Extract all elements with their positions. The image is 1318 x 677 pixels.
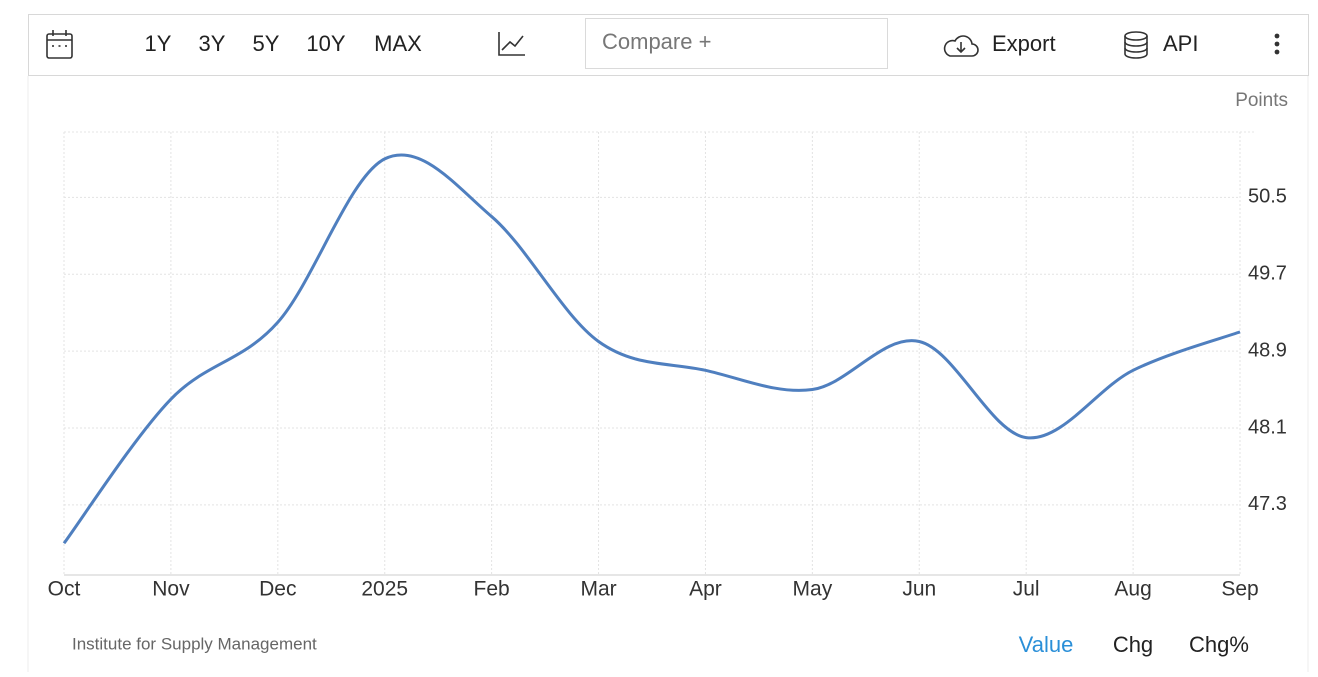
range-button[interactable]: 5Y <box>253 31 280 56</box>
x-tick-label: Apr <box>689 578 722 601</box>
calendar-icon[interactable] <box>46 30 73 59</box>
y-tick-label: 48.1 <box>1248 416 1287 438</box>
api-icon[interactable] <box>1124 31 1148 59</box>
series-line <box>62 153 1241 545</box>
unit-label: Points <box>1235 90 1288 111</box>
x-tick-label: Oct <box>48 578 81 601</box>
range-button[interactable]: 1Y <box>145 31 172 56</box>
series-tab[interactable]: Chg% <box>1189 632 1249 657</box>
source: Institute for Supply Management <box>72 634 317 653</box>
compare-input[interactable] <box>585 18 888 69</box>
api-button[interactable]: API <box>1163 31 1198 56</box>
chart-type-icon[interactable] <box>498 32 525 56</box>
x-tick-label: Sep <box>1221 578 1258 601</box>
x-tick-label: Mar <box>580 578 616 601</box>
x-tick-label: Jun <box>902 578 936 601</box>
series-tab[interactable]: Chg <box>1113 632 1153 657</box>
y-tick-label: 47.3 <box>1248 493 1287 515</box>
more-menu[interactable] <box>1274 33 1280 55</box>
x-tick-label: Feb <box>474 578 510 601</box>
y-tick-label: 49.7 <box>1248 263 1287 285</box>
x-tick-label: Jul <box>1013 578 1040 601</box>
compare-placeholder: Compare + <box>602 29 711 54</box>
x-tick-label: Aug <box>1114 578 1151 601</box>
export-button[interactable]: Export <box>992 31 1056 56</box>
y-tick-label: 50.5 <box>1248 186 1287 208</box>
x-tick-label: 2025 <box>361 578 408 601</box>
x-tick-label: Dec <box>259 578 296 601</box>
x-tick-label: May <box>793 578 833 601</box>
range-button[interactable]: 10Y <box>306 31 345 56</box>
x-tick-label: Nov <box>152 578 190 601</box>
range-button[interactable]: 3Y <box>199 31 226 56</box>
range-button[interactable]: MAX <box>374 31 422 56</box>
y-tick-label: 48.9 <box>1248 339 1287 361</box>
export-icon[interactable] <box>943 35 979 57</box>
series-tab[interactable]: Value <box>1019 632 1074 657</box>
